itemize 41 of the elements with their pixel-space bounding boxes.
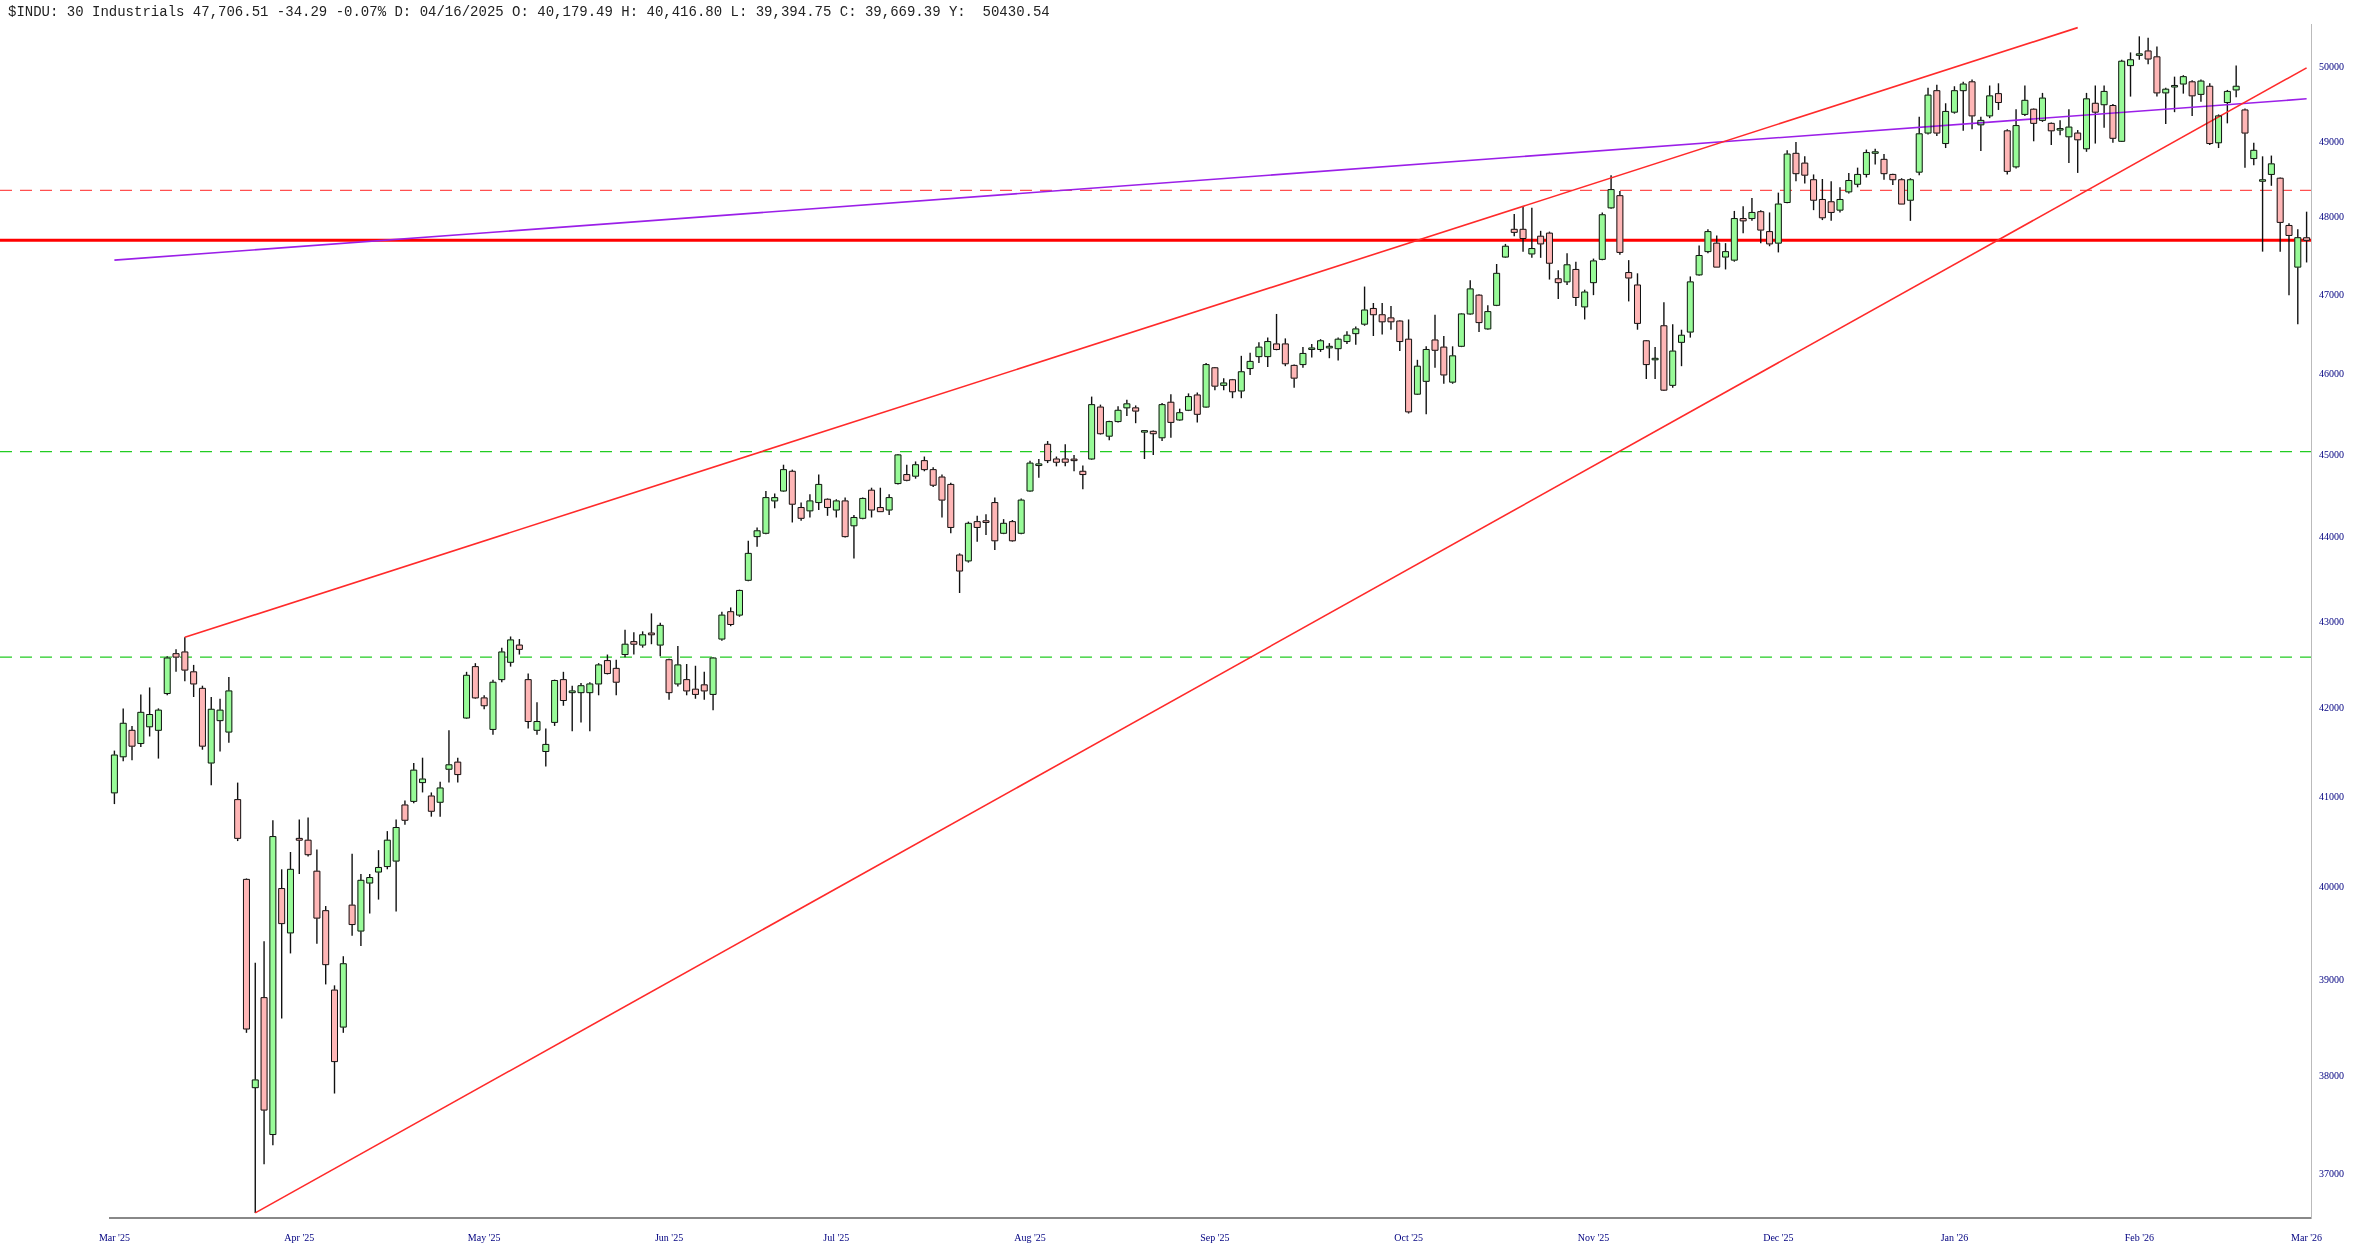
x-tick-label: May '25 [467,1231,501,1243]
candlestick [1528,207,1536,259]
y-tick-label: 48000 [2319,211,2344,223]
x-tick-label: Sep '25 [1200,1231,1230,1243]
x-tick-label: Jan '26 [1940,1231,1969,1243]
x-tick-label: Mar '25 [98,1231,130,1243]
y-tick-label: 47000 [2319,288,2344,300]
y-tick-label: 46000 [2319,367,2344,379]
y-tick-label: 44000 [2319,531,2344,543]
candlestick [1678,329,1686,367]
y-tick-label: 49000 [2319,135,2344,147]
candlestick [2241,107,2249,169]
y-tick-label: 38000 [2319,1069,2344,1081]
candlestick [2038,92,2046,123]
y-tick-label: 43000 [2319,615,2344,627]
y-tick-label: 40000 [2319,881,2344,893]
y-tick-label: 45000 [2319,448,2344,460]
candlestick [885,493,893,516]
x-tick-label: Dec '25 [1763,1231,1794,1243]
x-tick-label: Nov '25 [1577,1231,1610,1243]
candlestick [1845,172,1853,195]
x-tick-label: Jul '25 [823,1231,850,1243]
x-tick-label: Jun '25 [654,1231,684,1243]
x-tick-label: Apr '25 [284,1231,315,1243]
candlestick [1229,378,1237,399]
candlestick [780,464,788,493]
y-tick-label: 41000 [2319,790,2344,802]
y-tick-label: 42000 [2319,702,2344,713]
candlestick [375,849,383,901]
chart-title: $INDU: 30 Industrials 47,706.51 -34.29 -0.07% D: 04/16/2025 O: 40,179.49 H: 40,416.80 L: 39,394.75 C: 39,669.39 Y: 50430.54 [8,3,1050,20]
x-tick-label: Aug '25 [1014,1231,1046,1243]
x-tick-label: Oct '25 [1394,1231,1423,1243]
candlestick [2232,64,2240,99]
y-tick-label: 50000 [2319,61,2344,73]
candlestick [1695,244,1703,277]
candlestick [436,781,444,818]
y-tick-label: 37000 [2319,1167,2344,1179]
candlestick [401,799,409,826]
x-tick-label: Feb '26 [2124,1231,2154,1243]
x-tick-label: Mar '26 [2291,1231,2323,1243]
y-tick-label: 39000 [2319,974,2344,986]
